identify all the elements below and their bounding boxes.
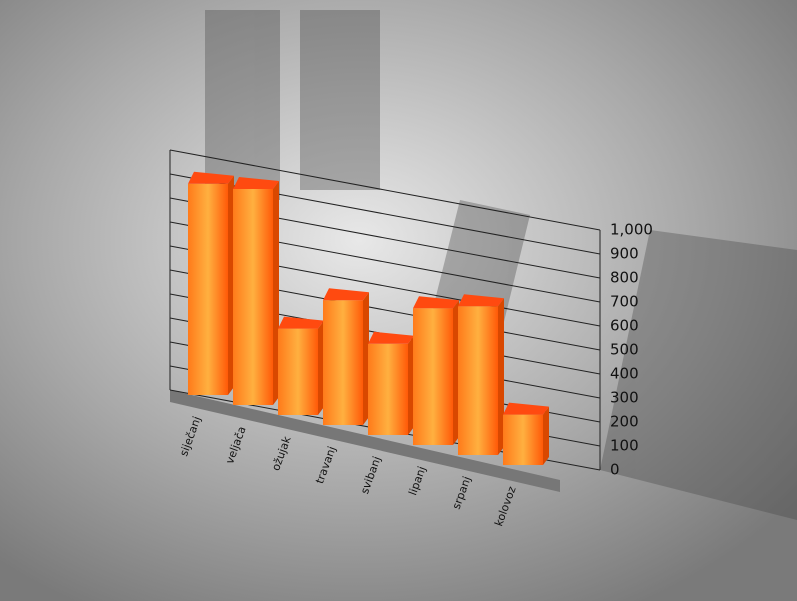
bar-side (453, 300, 459, 445)
bar-top (368, 331, 414, 344)
y-tick-label: 700 (610, 293, 639, 311)
y-tick-label: 1,000 (610, 221, 653, 239)
bar-top (323, 288, 369, 301)
y-tick-label: 100 (610, 437, 639, 455)
bar (503, 414, 543, 465)
y-tick-label: 900 (610, 245, 639, 263)
bar-group (278, 316, 324, 415)
y-tick-label: 400 (610, 365, 639, 383)
y-tick-label: 800 (610, 269, 639, 287)
bar-side (273, 181, 279, 405)
bar-group (503, 402, 549, 465)
bar-side (228, 175, 234, 395)
bar-top (503, 402, 549, 415)
grid-line (169, 149, 601, 231)
bar-top (458, 294, 504, 307)
bar-group (233, 177, 279, 405)
bar-top (278, 316, 324, 329)
y-tick-label: 300 (610, 389, 639, 407)
bar-top (233, 177, 279, 189)
bar-group (323, 288, 369, 425)
bar (323, 300, 363, 425)
bar-side (543, 406, 549, 465)
y-tick-label: 500 (610, 341, 639, 359)
bar-side (363, 292, 369, 425)
bar-group (458, 294, 504, 455)
bar-side (318, 320, 324, 415)
bar-side (408, 335, 414, 435)
y-tick-label: 200 (610, 413, 639, 431)
bar (368, 343, 408, 435)
bar-group (188, 171, 234, 395)
y-tick-label: 0 (610, 461, 620, 479)
floor (170, 390, 560, 492)
bar-top (188, 171, 234, 184)
bar-top (413, 296, 459, 309)
bar (278, 328, 318, 415)
bar (188, 183, 228, 395)
bar (413, 308, 453, 445)
bar-group (368, 331, 414, 435)
bar (233, 189, 273, 405)
y-tick-label: 600 (610, 317, 639, 335)
bar-group (413, 296, 459, 445)
bar-side (498, 298, 504, 455)
bar (458, 306, 498, 455)
